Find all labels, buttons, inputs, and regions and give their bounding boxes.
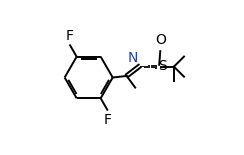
Text: O: O xyxy=(156,33,166,47)
Text: F: F xyxy=(65,29,73,43)
Text: N: N xyxy=(128,51,138,65)
Text: F: F xyxy=(104,113,112,126)
Text: S: S xyxy=(158,59,167,73)
